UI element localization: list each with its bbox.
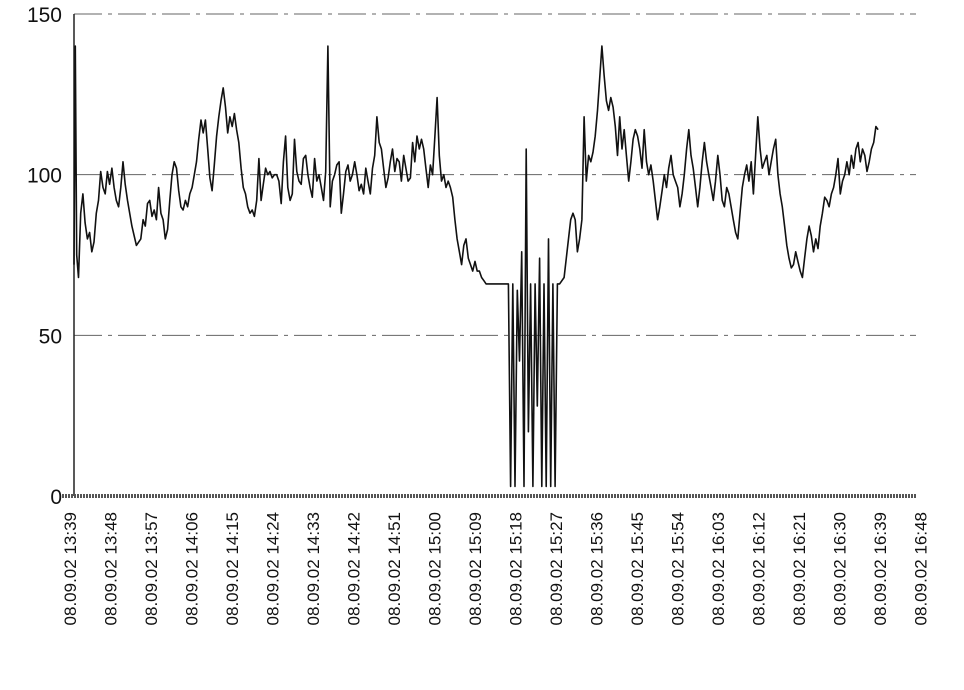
x-tick-label: 08.09.02 16:48: [912, 512, 931, 625]
y-tick-labels: 0 50 100 150: [27, 4, 62, 509]
x-tick-label: 08.09.02 14:42: [345, 512, 364, 625]
y-tick-label-150: 150: [27, 4, 62, 27]
y-tick-label-0: 0: [50, 486, 62, 509]
x-tick-label: 08.09.02 15:09: [466, 512, 485, 625]
x-tick-label: 08.09.02 15:00: [426, 512, 445, 625]
x-tick-label: 08.09.02 14:51: [385, 512, 404, 625]
x-tick-label: 08.09.02 16:30: [831, 512, 850, 625]
x-tick-label: 08.09.02 16:03: [709, 512, 728, 625]
y-tick-label-50: 50: [39, 325, 62, 348]
series-line-0: [73, 45, 879, 488]
x-tick-label: 08.09.02 13:48: [102, 512, 121, 625]
x-tick-label: 08.09.02 13:57: [142, 512, 161, 625]
series-layer: [73, 45, 879, 488]
x-tick-label: 08.09.02 15:54: [669, 512, 688, 625]
x-tick-label: 08.09.02 14:06: [183, 512, 202, 625]
x-tick-label: 08.09.02 14:33: [304, 512, 323, 625]
x-tick-label: 08.09.02 16:21: [790, 512, 809, 625]
gridlines: [74, 13, 916, 336]
x-tick-label: 08.09.02 13:39: [61, 512, 80, 625]
x-tick-label: 08.09.02 15:18: [507, 512, 526, 625]
x-tick-label: 08.09.02 16:39: [871, 512, 890, 625]
x-tick-label: 08.09.02 16:12: [750, 512, 769, 625]
x-tick-label: 08.09.02 14:15: [223, 512, 242, 625]
x-tick-label: 08.09.02 15:45: [628, 512, 647, 625]
x-tick-label: 08.09.02 14:24: [264, 512, 283, 625]
x-tick-label: 08.09.02 15:27: [547, 512, 566, 625]
y-tick-label-100: 100: [27, 165, 62, 188]
x-tick-label: 08.09.02 15:36: [588, 512, 607, 625]
x-tick-labels: 08.09.02 13:39 08.09.02 13:48 08.09.02 13:…: [61, 512, 931, 625]
